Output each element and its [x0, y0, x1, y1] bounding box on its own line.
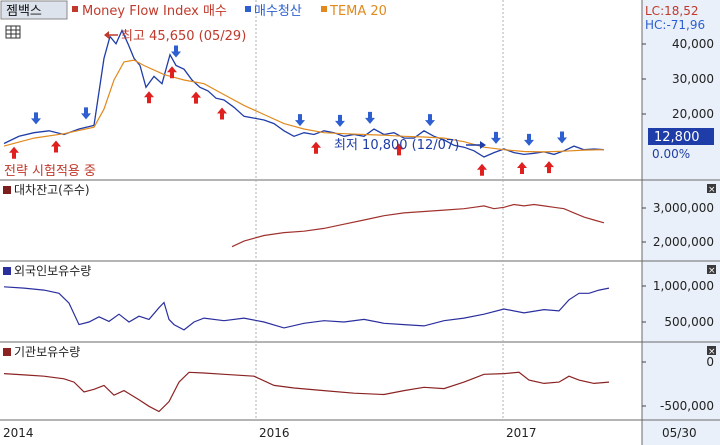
series-line-0-0 [3, 28, 605, 158]
buy-signal-arrow [544, 161, 554, 174]
sell-signal-arrow [81, 107, 91, 120]
y-tick-label: -500,000 [660, 399, 714, 413]
svg-text:×: × [708, 266, 716, 276]
panel-close-icon[interactable]: × [707, 346, 716, 357]
panel-swatch [3, 267, 11, 275]
sell-signal-arrow [557, 131, 567, 144]
legend-swatch-mfi [72, 6, 78, 12]
table-icon[interactable] [5, 25, 21, 39]
buy-signal-arrow [311, 141, 321, 154]
panel-title-short-interest: 대차잔고(주수) [14, 183, 90, 197]
sell-signal-arrow [295, 114, 305, 127]
x-tick-2016: 2016 [259, 426, 290, 440]
series-line-3-0 [3, 371, 610, 413]
legend-swatch-exit [245, 6, 251, 12]
x-tick-2014: 2014 [3, 426, 34, 440]
y-tick-label: 2,000,000 [653, 235, 714, 249]
y-tick-label: 30,000 [672, 72, 714, 86]
low-annotation: 최저 10,800 (12/07) [334, 138, 486, 153]
legend-tema: TEMA 20 [329, 4, 387, 19]
y-tick-label: 3,000,000 [653, 201, 714, 215]
y-tick-label: 0 [706, 355, 714, 369]
svg-text:최저 10,800 (12/07): 최저 10,800 (12/07) [334, 138, 459, 153]
buy-signal-arrow [51, 140, 61, 153]
buy-signal-arrow [9, 146, 19, 159]
sell-signal-arrow [491, 131, 501, 144]
buy-signal-arrow [394, 143, 404, 156]
y-tick-label: 20,000 [672, 107, 714, 121]
x-tick-2017: 2017 [506, 426, 537, 440]
panel-swatch [3, 348, 11, 356]
axis-background [642, 0, 720, 445]
last-price-box [648, 128, 714, 145]
buy-signal-arrow [167, 66, 177, 79]
sell-signal-arrow [31, 112, 41, 125]
series-line-1-0 [231, 203, 605, 248]
buy-signal-arrow [191, 91, 201, 104]
high-annotation: 최고 45,650 (05/29) [104, 29, 246, 44]
panel-swatch [3, 186, 11, 194]
x-tick-current-date: 05/30 [662, 426, 697, 440]
last-price: 12,800 [654, 130, 700, 145]
sell-signal-arrow [365, 111, 375, 124]
hc-value: HC:-71,96 [645, 18, 705, 32]
svg-text:×: × [708, 185, 716, 195]
sell-signal-arrow [425, 114, 435, 127]
legend-swatch-tema [321, 6, 327, 12]
stock-name: 젬백스 [6, 4, 42, 19]
lc-value: LC:18,52 [645, 4, 698, 18]
buy-signal-arrow [144, 91, 154, 104]
panel-title-foreign-holdings: 외국인보유수량 [14, 264, 91, 278]
panel-title-institution-holdings: 기관보유수량 [14, 345, 80, 359]
svg-text:최고 45,650 (05/29): 최고 45,650 (05/29) [121, 29, 246, 44]
buy-signal-arrow [517, 162, 527, 175]
strategy-note: 전략 시험적용 중 [4, 164, 96, 179]
vertical-grid [255, 0, 504, 420]
legend-mfi-buy: Money Flow Index 매수 [82, 4, 227, 19]
legend-sell-exit: 매수청산 [254, 4, 302, 19]
y-tick-label: 40,000 [672, 37, 714, 51]
series-line-0-1 [3, 59, 605, 153]
buy-signal-arrow [477, 163, 487, 176]
sell-signal-arrow [335, 114, 345, 127]
y-tick-label: 500,000 [664, 315, 714, 329]
stock-name-tab[interactable] [0, 0, 68, 20]
panel-close-icon[interactable]: × [707, 184, 716, 195]
svg-text:×: × [708, 347, 716, 357]
buy-signal-arrow [217, 107, 227, 120]
panel-close-icon[interactable]: × [707, 265, 716, 276]
series-line-2-0 [3, 286, 610, 331]
sell-signal-arrow [524, 133, 534, 146]
y-tick-label: 1,000,000 [653, 279, 714, 293]
sell-signal-arrow [171, 45, 181, 58]
change-percent: 0.00% [652, 147, 690, 161]
